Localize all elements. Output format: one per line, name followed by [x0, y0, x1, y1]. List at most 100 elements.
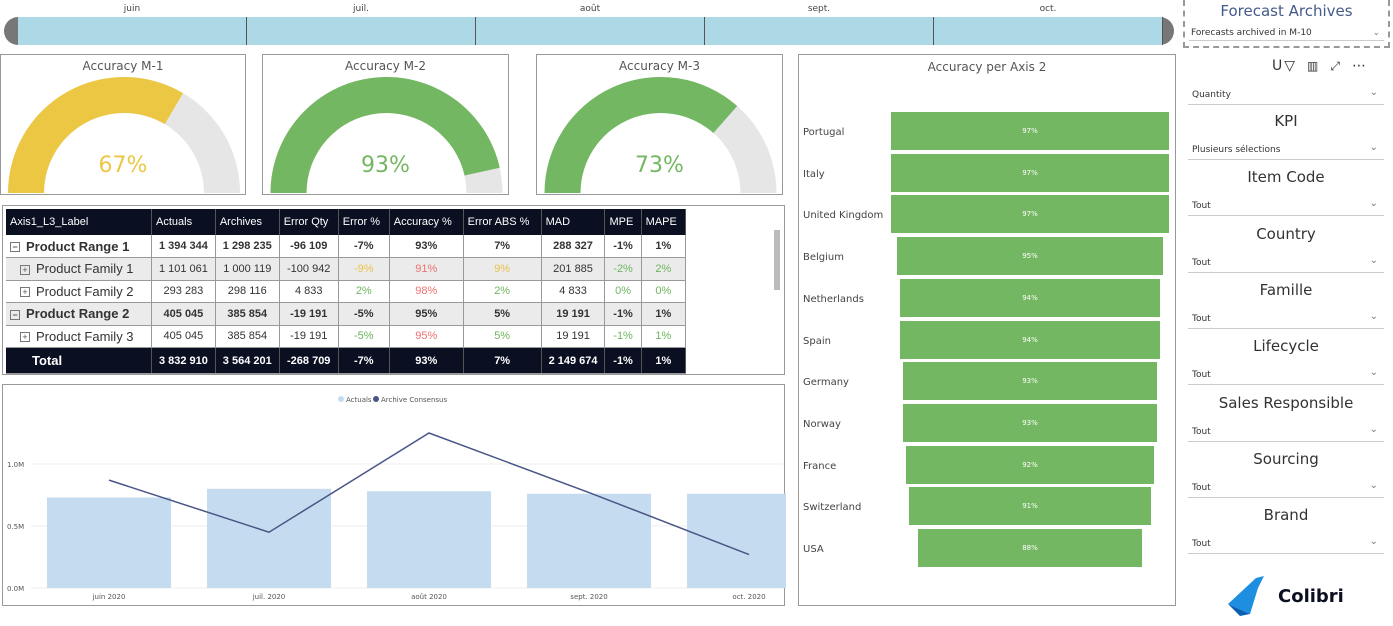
u-icon[interactable]: U [1272, 58, 1283, 74]
column-header[interactable]: Error % [338, 209, 390, 235]
bar-actuals[interactable] [367, 491, 491, 588]
cell: 93% [389, 235, 464, 258]
bar-italy[interactable]: 97% [891, 153, 1169, 192]
gauge-accuracy-m2: Accuracy M-2 93% [262, 54, 509, 195]
focus-mode-icon[interactable]: ⤢ [1330, 58, 1340, 73]
expand-icon[interactable]: + [20, 287, 30, 298]
bar-switzerland[interactable]: 91% [908, 487, 1152, 526]
cell-text: -19 191 [290, 330, 328, 343]
column-header[interactable]: Archives [215, 209, 280, 235]
table-scrollbar[interactable] [774, 214, 780, 364]
cell: 1% [641, 325, 687, 348]
x-tick-label: sept. 2020 [570, 593, 607, 601]
category-label: Belgium [803, 252, 844, 264]
collapse-icon[interactable]: − [10, 309, 20, 320]
slicer-title-sales-responsible: Sales Responsible [1218, 393, 1354, 412]
cell-text: Product Family 2 [36, 283, 134, 299]
bar-portugal[interactable]: 97% [891, 112, 1169, 150]
cell-text: 4 833 [294, 285, 323, 298]
cell-text: 298 116 [227, 285, 267, 298]
bar-spain[interactable]: 94% [899, 320, 1161, 359]
expand-icon[interactable]: + [20, 332, 30, 343]
cell: 293 283 [151, 280, 216, 303]
collapse-icon[interactable]: − [10, 242, 20, 253]
slicer-dropdown[interactable]: Tout ⌄ [1188, 365, 1384, 386]
cell-text: 1% [655, 240, 672, 252]
bar-actuals[interactable] [47, 497, 171, 588]
timeline-month-3[interactable] [705, 17, 934, 45]
row-label: − Product Range 2 [6, 302, 152, 326]
x-tick-label: juin 2020 [92, 593, 126, 601]
slicer-dropdown[interactable]: Tout ⌄ [1188, 196, 1384, 217]
cell: -19 191 [279, 302, 339, 326]
bar-france[interactable]: 92% [905, 445, 1155, 484]
cell: -1% [604, 235, 642, 258]
category-label: United Kingdom [803, 210, 884, 222]
timeline-slicer[interactable] [4, 17, 1174, 45]
timeline-month-0[interactable] [18, 17, 247, 45]
cell-text: -1% [613, 307, 633, 320]
cell: 95% [389, 325, 464, 348]
slicer-dropdown[interactable]: Tout ⌄ [1188, 422, 1384, 442]
bar-netherlands[interactable]: 94% [899, 278, 1161, 317]
analytics-icon[interactable]: ▥ [1307, 59, 1319, 73]
column-header[interactable]: MAPE [641, 209, 687, 235]
bar-belgium[interactable]: 95% [896, 237, 1164, 276]
filter-icon[interactable]: ▽ [1284, 58, 1296, 74]
legend-label[interactable]: Archive Consensus [381, 396, 447, 404]
slicer-title-lifecycle: Lifecycle [1253, 337, 1319, 356]
cell-text: -7% [353, 240, 374, 252]
timeline-month-2[interactable] [476, 17, 705, 45]
bar-germany[interactable]: 93% [902, 362, 1158, 401]
bar-actuals[interactable] [207, 488, 331, 588]
category-label: USA [803, 544, 824, 555]
visual-toolbar: U ▽ ▥ ⤢ ⋯ [1272, 58, 1366, 74]
timeline-month-4[interactable] [934, 17, 1163, 45]
column-header[interactable]: Actuals [151, 209, 216, 235]
cell-text: Product Family 1 [36, 261, 134, 277]
archive-slicer[interactable]: Forecast Archives Forecasts archived in … [1183, 0, 1390, 48]
timeline-month-label: juil. [352, 4, 370, 14]
cell-text: 95% [415, 307, 438, 320]
archive-dropdown[interactable]: Forecasts archived in M-10 ⌄ [1189, 26, 1384, 41]
column-header[interactable]: Accuracy % [389, 209, 464, 235]
chevron-down-icon: ⌄ [1369, 254, 1378, 266]
bar-norway[interactable]: 93% [902, 403, 1158, 442]
bar-actuals[interactable] [687, 493, 811, 588]
category-label: Italy [803, 168, 825, 180]
chevron-down-icon: ⌄ [1369, 198, 1378, 210]
column-header[interactable]: Error ABS % [463, 209, 542, 235]
cell-text: 7% [494, 240, 511, 252]
column-header[interactable]: Error Qty [279, 209, 339, 235]
slicer-dropdown[interactable]: Tout ⌄ [1188, 478, 1384, 498]
bar-usa[interactable]: 88% [917, 529, 1143, 567]
gauge-value: 67% [98, 153, 148, 178]
legend-label[interactable]: Actuals [346, 396, 372, 404]
line-archive-consensus[interactable] [108, 432, 750, 556]
slicer-dropdown[interactable]: Tout ⌄ [1188, 309, 1384, 329]
column-header[interactable]: Axis1_L3_Label [6, 209, 152, 235]
cell: -9% [338, 257, 390, 281]
cell-text: 201 885 [553, 262, 593, 275]
column-header[interactable]: MAD [541, 209, 606, 235]
cell: 1% [641, 235, 687, 258]
cell: -7% [338, 235, 390, 258]
more-options-icon[interactable]: ⋯ [1351, 58, 1366, 74]
bar-united-kingdom[interactable]: 97% [891, 195, 1169, 234]
total-cell: 3 564 201 [215, 347, 280, 374]
slicer-dropdown[interactable]: Tout ⌄ [1188, 253, 1384, 273]
cell-text: 9% [494, 262, 511, 275]
category-label: France [803, 460, 837, 472]
slicer-dropdown[interactable]: Plusieurs sélections ⌄ [1188, 140, 1384, 160]
slicer-dropdown[interactable]: Tout ⌄ [1188, 534, 1384, 555]
cell: 405 045 [151, 302, 216, 326]
measure-dropdown[interactable]: Quantity ⌄ [1188, 85, 1384, 105]
cell: 1 298 235 [215, 235, 280, 258]
timeline-month-1[interactable] [247, 17, 476, 45]
gauge-accuracy-m3: Accuracy M-3 73% [536, 54, 783, 195]
expand-icon[interactable]: + [20, 264, 30, 275]
column-header[interactable]: MPE [604, 209, 642, 235]
cell-text: 93% [415, 240, 438, 252]
slicer-title-sourcing: Sourcing [1253, 449, 1319, 468]
bar-actuals[interactable] [527, 493, 651, 588]
